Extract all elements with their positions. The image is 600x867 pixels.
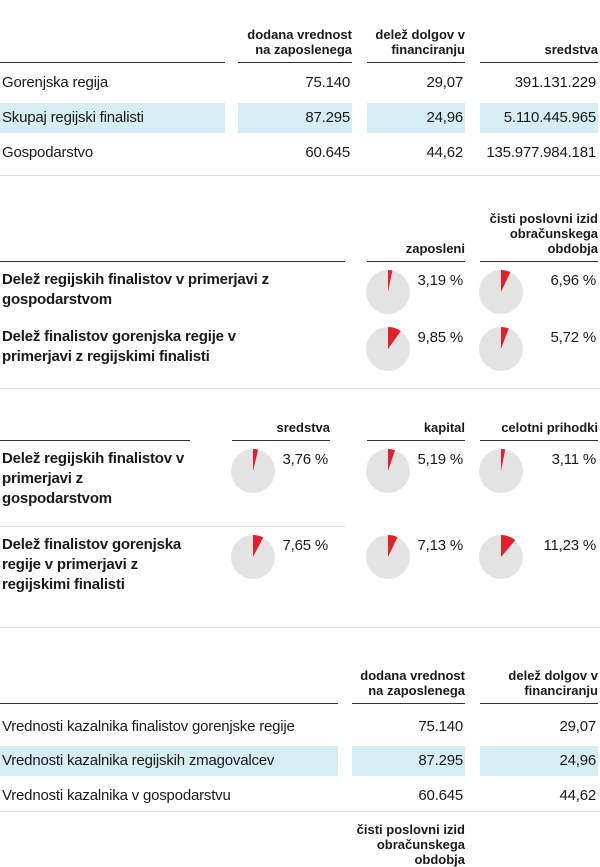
column-header: delež dolgov v financiranju xyxy=(375,27,465,57)
pie xyxy=(479,449,523,493)
pie xyxy=(479,327,523,371)
value-cell: 75.140 xyxy=(418,718,463,735)
percent-label: 5,19 % xyxy=(417,451,464,468)
separator xyxy=(0,627,600,628)
pie-wedge xyxy=(501,270,511,292)
pie xyxy=(479,270,523,314)
pie xyxy=(366,270,410,314)
pie-wedge xyxy=(501,535,516,557)
row-label: Delež regijskih finalistov v primerjavi … xyxy=(2,271,269,308)
header-rule xyxy=(0,440,190,441)
percent-label: 3,11 % xyxy=(551,451,597,468)
percent-label: 6,96 % xyxy=(550,272,597,289)
row-label: Skupaj regijski finalisti xyxy=(0,103,225,133)
value-cell: 75.140 xyxy=(305,74,350,91)
row-label: Delež finalistov gorenjska regije v prim… xyxy=(2,536,182,593)
pie-wedge xyxy=(388,449,396,471)
pie-wedge xyxy=(253,449,259,471)
separator xyxy=(0,175,600,176)
header-rule xyxy=(367,62,465,63)
value-cell: 29,07 xyxy=(559,718,596,735)
value-cell: 24,96 xyxy=(367,103,465,133)
value-cell: 135.977.984.181 xyxy=(486,144,596,161)
column-header: delež dolgov v financiranju xyxy=(508,668,598,698)
pie-wedge xyxy=(388,270,393,292)
pie xyxy=(231,449,275,493)
header-rule xyxy=(0,62,225,63)
column-header: celotni prihodki xyxy=(501,420,598,435)
percent-label: 11,23 % xyxy=(543,537,596,554)
header-rule xyxy=(480,62,598,63)
separator xyxy=(0,388,600,389)
header-rule xyxy=(367,440,465,441)
column-header: čisti poslovni izid obračunskega obdobja xyxy=(489,211,598,256)
column-header: zaposleni xyxy=(405,241,465,256)
column-header: kapital xyxy=(423,420,465,435)
header-rule xyxy=(367,261,465,262)
percent-label: 3,19 % xyxy=(417,272,464,289)
percent-label: 5,72 % xyxy=(550,329,597,346)
pie xyxy=(479,535,523,579)
value-cell: 87.295 xyxy=(238,103,352,133)
row-label: Delež finalistov gorenjska regije v prim… xyxy=(2,328,236,365)
value-cell: 44,62 xyxy=(559,787,596,804)
pie xyxy=(366,449,410,493)
header-rule xyxy=(0,703,338,704)
column-header: sredstva xyxy=(276,420,330,435)
value-cell: 29,07 xyxy=(426,74,463,91)
pie-wedge xyxy=(253,535,264,557)
value-cell: 5.110.445.965 xyxy=(480,103,598,133)
row-label: Vrednosti kazalnika finalistov gorenjske… xyxy=(2,718,295,735)
separator xyxy=(0,526,345,527)
row-label: Vrednosti kazalnika regijskih zmagovalce… xyxy=(0,746,338,776)
percent-label: 7,13 % xyxy=(417,537,464,554)
percent-label: 7,65 % xyxy=(282,537,329,554)
pie-wedge xyxy=(388,535,398,557)
header-rule xyxy=(480,440,598,441)
pie-wedge xyxy=(501,327,509,349)
percent-label: 3,76 % xyxy=(282,451,329,468)
row-label: Vrednosti kazalnika v gospodarstvu xyxy=(2,787,231,804)
header-rule xyxy=(232,440,330,441)
row-label: Gorenjska regija xyxy=(2,74,109,91)
header-rule xyxy=(352,703,465,704)
separator xyxy=(0,811,600,812)
column-header: sredstva xyxy=(544,42,598,57)
pie-wedge xyxy=(501,449,506,471)
column-header: čisti poslovni izid obračunskega obdobja xyxy=(356,822,465,867)
percent-label: 9,85 % xyxy=(417,329,464,346)
header-rule xyxy=(238,62,352,63)
value-cell: 391.131.229 xyxy=(514,74,596,91)
header-rule xyxy=(480,261,598,262)
value-cell: 60.645 xyxy=(305,144,350,161)
column-header: dodana vrednost na zaposlenega xyxy=(360,668,465,698)
pie xyxy=(366,535,410,579)
header-rule xyxy=(480,703,598,704)
value-cell: 60.645 xyxy=(418,787,463,804)
pie-wedge xyxy=(388,327,401,349)
value-cell: 24,96 xyxy=(480,746,598,776)
row-label: Gospodarstvo xyxy=(2,144,93,161)
pie xyxy=(231,535,275,579)
row-label: Delež regijskih finalistov v primerjavi … xyxy=(2,450,184,507)
value-cell: 87.295 xyxy=(352,746,465,776)
value-cell: 44,62 xyxy=(426,144,463,161)
header-rule xyxy=(0,261,345,262)
pie xyxy=(366,327,410,371)
column-header: dodana vrednost na zaposlenega xyxy=(247,27,352,57)
